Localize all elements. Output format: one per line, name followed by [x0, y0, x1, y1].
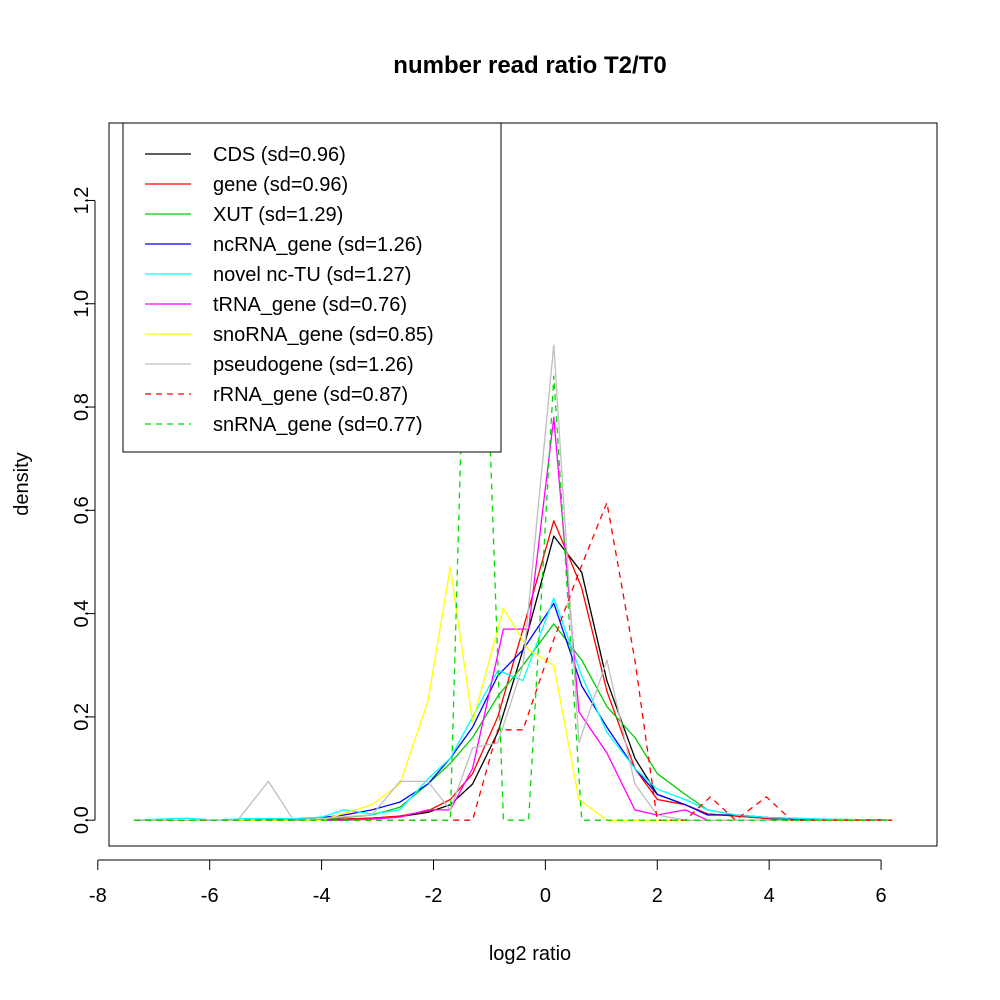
series-line-8	[134, 344, 893, 821]
series-line-3	[134, 623, 893, 821]
legend-box	[122, 122, 502, 453]
legend-label: novel nc-TU (sd=1.27)	[213, 264, 411, 286]
chart-title: number read ratio T2/T0	[393, 52, 666, 79]
y-tick-label: 0.6	[71, 496, 93, 524]
x-tick-label: 4	[764, 885, 775, 907]
x-tick-label: 6	[875, 885, 886, 907]
series-line-6	[134, 416, 893, 821]
legend-label: pseudogene (sd=1.26)	[213, 354, 414, 376]
legend-label: snoRNA_gene (sd=0.85)	[213, 324, 434, 346]
series-line-9	[134, 501, 893, 821]
y-tick-label: 0.2	[71, 703, 93, 731]
y-tick-label: 0.4	[71, 600, 93, 628]
series-line-2	[134, 520, 893, 821]
legend-label: rRNA_gene (sd=0.87)	[213, 384, 408, 406]
y-tick-label: 1.0	[71, 290, 93, 318]
x-tick-label: -4	[313, 885, 331, 907]
y-axis: 0.0 0.2 0.4 0.6 0.8 1.0 1.2	[71, 187, 96, 834]
plot-area-frame	[108, 122, 938, 847]
x-axis: -8 -6 -4 -2 0 2 4 6	[89, 859, 887, 907]
legend-label: XUT (sd=1.29)	[213, 204, 343, 226]
series-line-4	[134, 602, 893, 821]
x-tick-label: 2	[652, 885, 663, 907]
series-line-7	[134, 566, 893, 821]
legend-label: CDS (sd=0.96)	[213, 144, 346, 166]
series-line-10	[134, 375, 893, 821]
legend-label: snRNA_gene (sd=0.77)	[213, 414, 423, 436]
series-line-5	[134, 597, 893, 821]
y-axis-label: density	[11, 452, 33, 515]
series-layer	[134, 344, 893, 821]
legend: CDS (sd=0.96) gene (sd=0.96) XUT (sd=1.29)…	[122, 122, 502, 453]
y-tick-label: 0.0	[71, 806, 93, 834]
x-tick-label: -2	[425, 885, 443, 907]
y-tick-label: 0.8	[71, 393, 93, 421]
legend-label: ncRNA_gene (sd=1.26)	[213, 234, 423, 256]
legend-label: tRNA_gene (sd=0.76)	[213, 294, 407, 316]
legend-label: gene (sd=0.96)	[213, 174, 348, 196]
y-tick-label: 1.2	[71, 187, 93, 215]
x-tick-label: -6	[201, 885, 219, 907]
x-tick-label: 0	[540, 885, 551, 907]
x-axis-label: log2 ratio	[489, 943, 571, 965]
x-tick-label: -8	[89, 885, 107, 907]
